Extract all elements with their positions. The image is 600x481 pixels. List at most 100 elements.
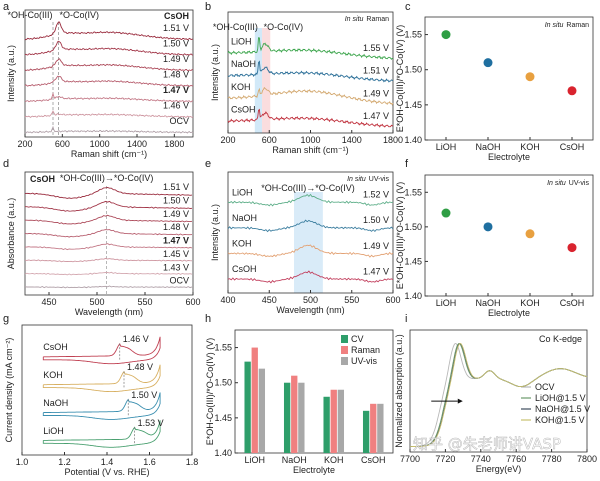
legend-swatch: [341, 346, 348, 354]
potential-label: 1.47 V: [363, 266, 389, 276]
x-tick-label: 1400: [127, 139, 147, 149]
bar: [337, 389, 345, 453]
x-tick-label: 500: [303, 295, 318, 305]
series-label: 1.43 V: [163, 262, 189, 272]
series-label: LiOH: [232, 187, 253, 197]
peak-label: 1.50 V: [131, 390, 157, 400]
panel-letter: d: [3, 158, 9, 170]
annotation-italic: In situ: [347, 176, 366, 183]
x-axis-label: Energy(eV): [476, 464, 522, 474]
peak-annotation: *OH-Co(III): [8, 10, 53, 20]
annotation-italic: In situ: [547, 180, 566, 187]
x-tick-label: 550: [137, 297, 152, 307]
x-tick-label: 1.6: [143, 457, 156, 467]
x-axis-label: Potential (V vs. RHE): [64, 467, 149, 477]
x-tick-label: 7720: [435, 454, 455, 464]
series-label: KOH: [232, 238, 252, 248]
annotation-method: Raman: [566, 22, 589, 29]
y-axis-label: Current density (mA cm⁻²): [4, 338, 14, 443]
series-label: 1.49 V: [163, 209, 189, 219]
cv-curve: [42, 364, 161, 393]
cv-curve: [42, 420, 161, 448]
peak-label: 1.46 V: [123, 334, 149, 344]
series-label: NaOH: [43, 398, 68, 408]
bar: [283, 382, 291, 453]
bar: [362, 410, 370, 453]
series-label: NaOH: [231, 59, 256, 69]
panel-letter: e: [205, 158, 211, 170]
series-line: [24, 214, 193, 225]
legend-label: NaOH@1.5 V: [535, 404, 590, 414]
y-axis-label: Absorbance (a.u.): [6, 198, 16, 270]
series-line: [227, 270, 394, 284]
highlight-band: [294, 192, 323, 293]
legend-swatch: [341, 357, 348, 365]
category-label: NaOH: [475, 298, 500, 308]
cv-curve: [42, 392, 161, 420]
data-point: [567, 243, 577, 253]
potential-label: 1.55 V: [363, 43, 389, 53]
series-label: 1.48 V: [163, 222, 189, 232]
series-label: 1.50 V: [163, 195, 189, 205]
series-label: OCV: [169, 116, 189, 126]
panel-letter: h: [205, 313, 211, 325]
panel-letter: f: [405, 158, 409, 170]
x-tick-label: 450: [262, 295, 277, 305]
x-tick-label: 1000: [90, 139, 110, 149]
category-label: LiOH: [436, 142, 457, 152]
series-label: CsOH: [231, 104, 256, 114]
x-tick-label: 600: [385, 295, 400, 305]
bar: [370, 403, 377, 453]
x-tick-label: 200: [17, 139, 32, 149]
x-tick-label: 7800: [577, 454, 597, 464]
potential-label: 1.50 V: [363, 215, 389, 225]
peak-annotation: *O-Co(IV): [60, 10, 100, 20]
series-line: [24, 75, 194, 87]
series-line: [24, 187, 193, 199]
bar: [251, 347, 258, 453]
x-tick-label: 1.0: [16, 457, 29, 467]
potential-label: 1.49 V: [363, 88, 389, 98]
data-point: [441, 30, 451, 40]
y-tick-label: 1.50: [214, 378, 232, 388]
data-point: [525, 72, 535, 82]
y-tick-label: 1.40: [214, 448, 232, 458]
cv-curve: [42, 336, 161, 365]
x-tick-label: 1000: [300, 135, 320, 145]
in-situ-annotation: In situ UV-vis: [547, 180, 589, 187]
potential-label: 1.52 V: [363, 190, 389, 200]
x-tick-label: 1.8: [186, 457, 199, 467]
series-line: [24, 40, 194, 56]
series-label: KOH: [231, 82, 251, 92]
potential-label: 1.47 V: [363, 111, 389, 121]
bar: [377, 403, 384, 453]
x-tick-label: 7700: [400, 454, 420, 464]
panel-letter: c: [405, 1, 411, 13]
annotation-italic: In situ: [545, 22, 564, 29]
series-label: LiOH: [43, 426, 64, 436]
series-line: [24, 21, 193, 41]
category-label: NaOH: [475, 142, 500, 152]
in-situ-annotation: In situ UV-vis: [347, 176, 389, 183]
series-label: 1.50 V: [163, 38, 189, 48]
series-line: [227, 219, 394, 233]
y-axis-label: Intensity (a.u.): [210, 44, 220, 101]
series-label: 1.51 V: [163, 23, 189, 33]
y-tick-label: 1.45: [404, 100, 422, 110]
series-line: [24, 229, 193, 238]
series-label: 1.48 V: [163, 69, 189, 79]
series-line: [227, 60, 394, 83]
in-situ-annotation: In situ Raman: [345, 16, 389, 23]
y-tick-label: 1.40: [404, 291, 422, 301]
panel-letter: i: [405, 313, 407, 325]
plot-frame: [424, 16, 594, 141]
plot-frame: [424, 174, 594, 297]
series-label: OCV: [169, 276, 189, 286]
series-line: [227, 244, 394, 258]
edge-annotation: Co K-edge: [539, 334, 582, 344]
x-axis-label: Wavelength (nm): [276, 305, 344, 315]
x-tick-label: 1400: [342, 135, 362, 145]
panel-title: CsOH: [30, 174, 55, 184]
series-line: [24, 125, 194, 134]
peak-label: 1.48 V: [127, 362, 153, 372]
